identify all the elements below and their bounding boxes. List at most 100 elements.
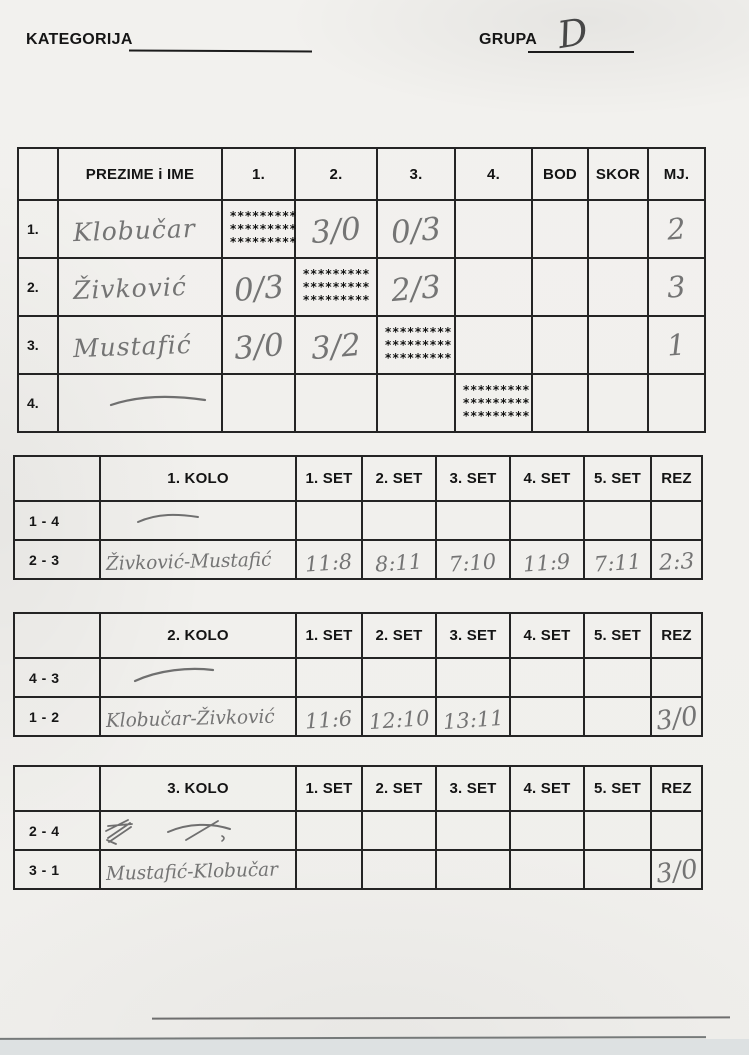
set-header: 5. SET	[583, 612, 652, 659]
round-2-table: 2. KOLO 1. SET 2. SET 3. SET 4. SET 5. S…	[13, 612, 703, 737]
set-header: 3. SET	[435, 612, 511, 659]
col-header-4: 4.	[454, 147, 533, 201]
match-row: 1 - 2 Klobučar-Živković 11:6 12:10 13:11…	[13, 696, 703, 737]
set-header: 5. SET	[583, 765, 652, 812]
match-name-cell	[99, 500, 297, 541]
set-score-cell: 13:11	[435, 696, 511, 737]
set-score-cell	[509, 657, 585, 698]
set-score-cell	[295, 849, 363, 890]
bod-cell	[531, 315, 589, 375]
bod-cell	[531, 257, 589, 317]
match-row: 1 - 4	[13, 500, 703, 541]
rez-header: REZ	[650, 612, 703, 659]
set-score-cell	[509, 500, 585, 541]
set-score-cell	[295, 657, 363, 698]
set-score-cell	[435, 500, 511, 541]
handwritten-player-name: Klobučar	[72, 213, 197, 247]
handwritten-set-score: 7:10	[448, 548, 498, 577]
handwritten-score: 2/3	[389, 268, 443, 310]
score-cell	[294, 373, 378, 433]
set-header: 4. SET	[509, 765, 585, 812]
kategorija-label: KATEGORIJA	[26, 31, 133, 48]
round-title: 3. KOLO	[99, 765, 297, 812]
round-title: 1. KOLO	[99, 455, 297, 502]
skor-cell	[587, 315, 649, 375]
grupa-value-handwritten: D	[554, 9, 591, 58]
score-cell: 2/3	[376, 257, 456, 317]
set-header: 4. SET	[509, 612, 585, 659]
corner-cell	[17, 147, 59, 201]
handwritten-match-names: Mustafić-Klobučar	[105, 858, 279, 885]
empty-player-cell	[57, 373, 223, 433]
set-header: 1. SET	[295, 612, 363, 659]
mj-cell: 1	[647, 315, 706, 375]
match-name-cell: Mustafić-Klobučar	[99, 849, 297, 890]
handwritten-player-name: Mustafić	[72, 329, 193, 363]
handwritten-match-names: Živković-Mustafić	[105, 548, 272, 575]
self-match-cell: ********* ********* *********	[294, 257, 378, 317]
scanner-background	[0, 1039, 749, 1055]
set-score-cell	[509, 696, 585, 737]
rez-header: REZ	[650, 765, 703, 812]
round-title: 2. KOLO	[99, 612, 297, 659]
set-score-cell	[435, 810, 511, 851]
round-1-table: 1. KOLO 1. SET 2. SET 3. SET 4. SET 5. S…	[13, 455, 703, 580]
set-header: 1. SET	[295, 455, 363, 502]
handwritten-rank: 3	[666, 269, 687, 305]
handwritten-dash-mark	[109, 395, 207, 406]
header-row: 3. KOLO 1. SET 2. SET 3. SET 4. SET 5. S…	[13, 765, 703, 812]
handwritten-set-score: 11:8	[304, 548, 354, 577]
set-score-cell	[361, 810, 437, 851]
handwritten-score: 0/3	[232, 268, 285, 310]
row-number: 3.	[17, 315, 59, 375]
match-row: 2 - 4	[13, 810, 703, 851]
header-row: 2. KOLO 1. SET 2. SET 3. SET 4. SET 5. S…	[13, 612, 703, 659]
pair-label: 3 - 1	[13, 849, 101, 890]
score-cell: 0/3	[221, 257, 296, 317]
player-row-2: 2. Živković 0/3 ********* ********* ******…	[17, 257, 706, 317]
col-header-3: 3.	[376, 147, 456, 201]
set-score-cell: 12:10	[361, 696, 437, 737]
handwritten-match-names: Klobučar-Živković	[105, 705, 276, 732]
self-match-cell: ********* ********* *********	[454, 373, 533, 433]
set-header: 4. SET	[509, 455, 585, 502]
handwritten-score: 0/3	[389, 210, 443, 252]
grupa-blank-line	[528, 51, 634, 53]
handwritten-crossed-dash-mark	[167, 819, 232, 842]
set-score-cell	[583, 696, 652, 737]
handwritten-set-score: 8:11	[374, 548, 424, 577]
set-header: 2. SET	[361, 455, 437, 502]
set-score-cell: 11:6	[295, 696, 363, 737]
set-score-cell: 11:9	[509, 539, 585, 580]
handwritten-score: 3/0	[309, 210, 363, 252]
corner-cell	[13, 455, 101, 502]
handwritten-set-score: 7:11	[593, 548, 642, 577]
player-row-3: 3. Mustafić 3/0 3/2 ********* ********* **…	[17, 315, 706, 375]
score-cell: 0/3	[376, 199, 456, 259]
result-cell: 3/0	[650, 849, 703, 890]
set-score-cell	[295, 500, 363, 541]
col-header-mj: MJ.	[647, 147, 706, 201]
set-score-cell	[361, 849, 437, 890]
header-row: 1. KOLO 1. SET 2. SET 3. SET 4. SET 5. S…	[13, 455, 703, 502]
result-cell	[650, 810, 703, 851]
handwritten-rank: 1	[666, 327, 687, 363]
mj-cell: 3	[647, 257, 706, 317]
score-cell: 3/2	[294, 315, 378, 375]
set-score-cell	[509, 810, 585, 851]
pair-label: 4 - 3	[13, 657, 101, 698]
col-header-bod: BOD	[531, 147, 589, 201]
skor-cell	[587, 257, 649, 317]
score-cell	[221, 373, 296, 433]
handwritten-set-score: 11:6	[304, 705, 354, 734]
handwritten-score: 3/2	[309, 326, 363, 368]
match-name-cell	[99, 810, 297, 851]
set-score-cell: 8:11	[361, 539, 437, 580]
handwritten-result: 3/0	[653, 853, 700, 890]
score-cell: 3/0	[294, 199, 378, 259]
handwritten-dash-mark	[133, 667, 215, 683]
player-row-1: 1. Klobučar ********* ********* ********* …	[17, 199, 706, 259]
header-row: PREZIME i IME 1. 2. 3. 4. BOD SKOR MJ.	[17, 147, 706, 201]
handwritten-set-score: 11:9	[522, 548, 572, 577]
mj-cell	[647, 373, 706, 433]
